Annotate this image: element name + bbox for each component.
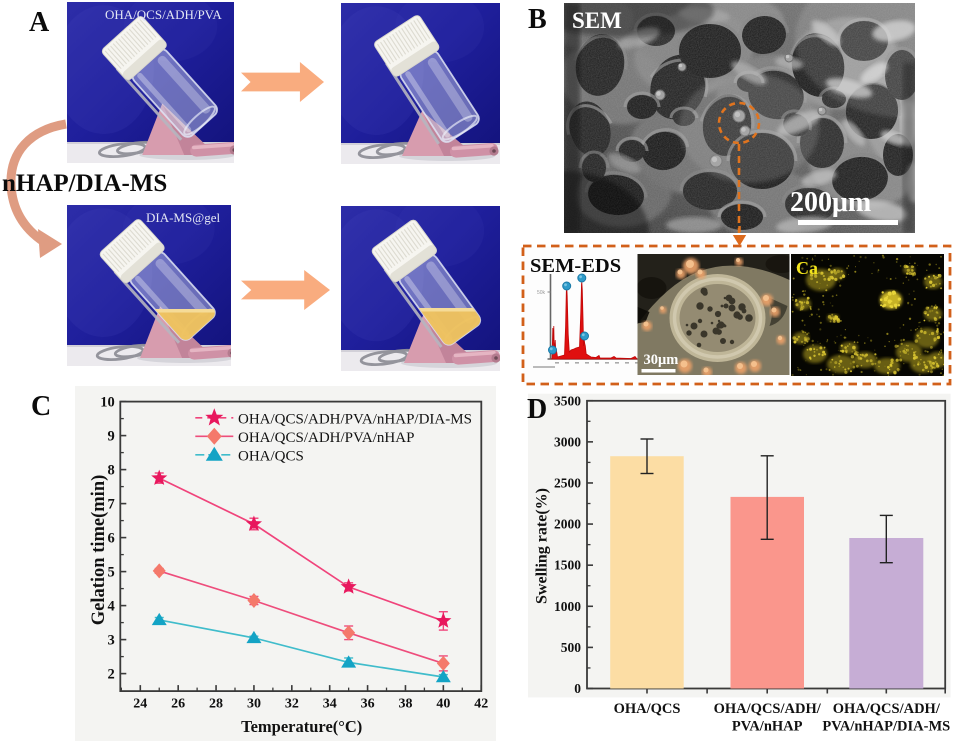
svg-text:200μm: 200μm <box>790 187 871 218</box>
svg-text:OHA/QCS/ADH/PVA/nHAP/DIA-MS: OHA/QCS/ADH/PVA/nHAP/DIA-MS <box>238 411 472 427</box>
svg-text:30μm: 30μm <box>644 352 679 368</box>
svg-text:32: 32 <box>285 696 299 711</box>
svg-text:26: 26 <box>171 696 185 711</box>
svg-text:10: 10 <box>100 394 115 410</box>
svg-text:4: 4 <box>107 598 114 614</box>
svg-text:DIA-MS@gel: DIA-MS@gel <box>146 210 220 225</box>
svg-text:PVA/nHAP/DIA-MS: PVA/nHAP/DIA-MS <box>822 719 950 735</box>
svg-text:1000: 1000 <box>554 599 581 614</box>
svg-text:500: 500 <box>561 640 582 655</box>
svg-text:6: 6 <box>107 530 114 546</box>
svg-text:2500: 2500 <box>554 475 581 490</box>
svg-text:40: 40 <box>436 696 450 711</box>
svg-text:7: 7 <box>107 496 114 512</box>
svg-text:3000: 3000 <box>554 434 581 449</box>
svg-text:PVA/nHAP: PVA/nHAP <box>732 719 803 735</box>
svg-text:2: 2 <box>107 666 114 682</box>
svg-text:1500: 1500 <box>554 558 581 573</box>
svg-text:24: 24 <box>133 696 147 711</box>
svg-text:2000: 2000 <box>554 517 581 532</box>
svg-text:Swelling rate(%): Swelling rate(%) <box>534 488 551 604</box>
svg-text:36: 36 <box>360 696 374 711</box>
svg-text:30: 30 <box>247 696 261 711</box>
svg-text:42: 42 <box>474 696 488 711</box>
svg-text:5: 5 <box>107 564 114 580</box>
svg-text:OHA/QCS: OHA/QCS <box>614 701 681 717</box>
svg-text:OHA/QCS/ADH/PVA/nHAP: OHA/QCS/ADH/PVA/nHAP <box>238 429 414 445</box>
svg-text:Temperature(°C): Temperature(°C) <box>241 717 362 736</box>
svg-text:34: 34 <box>322 696 336 711</box>
svg-text:OHA/QCS/ADH/PVA: OHA/QCS/ADH/PVA <box>105 7 222 22</box>
svg-text:Ca: Ca <box>796 258 818 278</box>
svg-text:9: 9 <box>107 428 114 444</box>
svg-text:SEM: SEM <box>572 8 622 33</box>
svg-text:Gelation time(min): Gelation time(min) <box>89 474 109 625</box>
svg-text:50k: 50k <box>537 290 546 296</box>
svg-text:3500: 3500 <box>554 393 581 408</box>
svg-text:38: 38 <box>398 696 412 711</box>
svg-text:OHA/QCS/ADH/: OHA/QCS/ADH/ <box>714 701 822 717</box>
svg-text:SEM-EDS: SEM-EDS <box>530 255 621 277</box>
svg-text:3: 3 <box>107 632 114 648</box>
svg-text:OHA/QCS/ADH/: OHA/QCS/ADH/ <box>833 701 941 717</box>
svg-text:OHA/QCS: OHA/QCS <box>238 448 304 464</box>
svg-text:28: 28 <box>209 696 223 711</box>
svg-text:8: 8 <box>107 462 114 478</box>
svg-text:0: 0 <box>574 681 581 696</box>
